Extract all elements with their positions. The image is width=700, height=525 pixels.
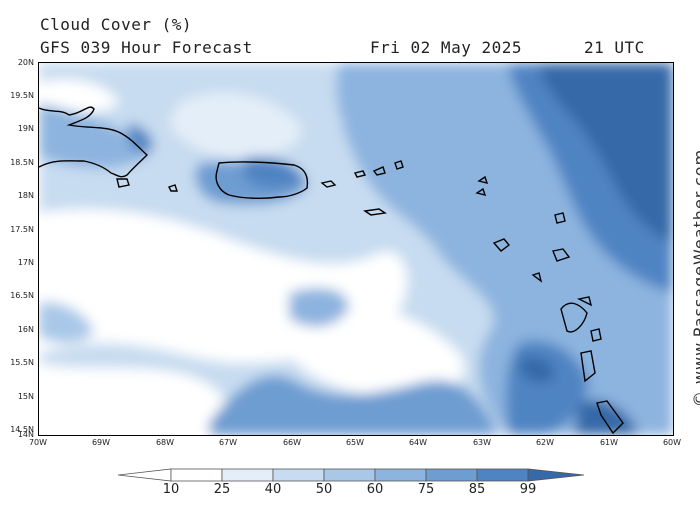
lat-label: 15.5N xyxy=(10,358,34,367)
lon-label: 69W xyxy=(91,438,111,447)
puerto-rico-coast xyxy=(215,161,309,200)
legend-arrow-low xyxy=(118,468,172,482)
legend-swatch xyxy=(323,468,376,482)
lat-label: 14N xyxy=(17,430,34,439)
legend-label: 85 xyxy=(468,482,486,497)
lat-label: 15N xyxy=(17,392,34,401)
map-title: Cloud Cover (%) xyxy=(40,15,192,34)
legend-swatch xyxy=(221,468,274,482)
legend-label: 75 xyxy=(417,482,435,497)
lon-label: 61W xyxy=(599,438,619,447)
legend-swatch xyxy=(476,468,529,482)
forecast-date: Fri 02 May 2025 xyxy=(370,38,522,57)
legend-arrow-high xyxy=(527,468,584,482)
lat-label: 20N xyxy=(17,58,34,67)
legend-label: 25 xyxy=(213,482,231,497)
lon-label: 63W xyxy=(472,438,492,447)
legend-label: 60 xyxy=(366,482,384,497)
legend-swatch xyxy=(170,468,223,482)
lat-label: 14.5N xyxy=(10,425,34,434)
leeward-islands xyxy=(475,175,624,435)
legend-label: 50 xyxy=(315,482,333,497)
hispaniola-coast xyxy=(39,106,149,178)
lon-label: 70W xyxy=(28,438,48,447)
forecast-time: 21 UTC xyxy=(584,38,645,57)
legend-swatch xyxy=(272,468,325,482)
small-islands xyxy=(116,178,178,192)
map-canvas xyxy=(39,63,673,435)
legend-swatch xyxy=(425,468,478,482)
lon-label: 66W xyxy=(282,438,302,447)
legend-label: 99 xyxy=(519,482,537,497)
copyright-credit: © www.PassageWeather.com xyxy=(690,148,700,407)
lon-label: 68W xyxy=(155,438,175,447)
legend-swatch xyxy=(374,468,427,482)
lon-label: 62W xyxy=(535,438,555,447)
legend-label: 40 xyxy=(264,482,282,497)
lat-label: 16N xyxy=(17,325,34,334)
lat-label: 16.5N xyxy=(10,291,34,300)
lat-label: 19N xyxy=(17,124,34,133)
legend-label: 10 xyxy=(162,482,180,497)
cloud-cover-field xyxy=(39,63,673,435)
color-legend-bar xyxy=(118,468,584,482)
lon-label: 65W xyxy=(345,438,365,447)
lon-label: 64W xyxy=(408,438,428,447)
lat-label: 18N xyxy=(17,191,34,200)
lon-label: 60W xyxy=(662,438,682,447)
cloud-cover-map xyxy=(38,62,674,436)
coastlines xyxy=(39,106,624,435)
virgin-islands xyxy=(320,160,404,216)
lat-label: 17N xyxy=(17,258,34,267)
lat-label: 17.5N xyxy=(10,225,34,234)
forecast-label: GFS 039 Hour Forecast xyxy=(40,38,253,57)
lat-label: 19.5N xyxy=(10,91,34,100)
lat-label: 18.5N xyxy=(10,158,34,167)
lon-label: 67W xyxy=(218,438,238,447)
